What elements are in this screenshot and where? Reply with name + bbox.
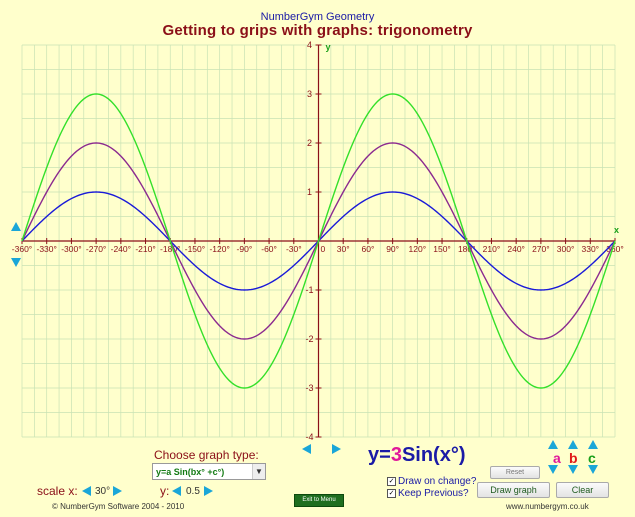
app-brand: NumberGym Geometry (260, 11, 375, 23)
x-tick-label: 30° (337, 244, 350, 254)
param-c-down-icon[interactable] (588, 465, 598, 474)
x-tick-label: 150° (433, 244, 451, 254)
x-tick-label: 240° (507, 244, 525, 254)
x-tick-label: -300° (61, 244, 81, 254)
y-tick-label: -3 (305, 383, 313, 393)
exit-to-menu-button[interactable]: Exit to Menu (294, 494, 344, 507)
y-tick-label: -2 (305, 334, 313, 344)
x-tick-label: 0 (321, 244, 326, 254)
chevron-down-icon[interactable]: ▼ (252, 464, 265, 479)
y-axis-label: y (326, 42, 331, 52)
x-tick-label: 210° (483, 244, 501, 254)
param-c-label: c (588, 450, 596, 466)
reset-button[interactable]: Reset (490, 466, 540, 479)
graph-up-arrow-icon[interactable] (11, 222, 21, 231)
param-a-down-icon[interactable] (548, 465, 558, 474)
page-title: Getting to grips with graphs: trigonomet… (162, 22, 473, 39)
scale-x-decrease-icon[interactable] (82, 486, 91, 496)
graph-down-arrow-icon[interactable] (11, 258, 21, 267)
x-tick-label: 330° (581, 244, 599, 254)
param-b-down-icon[interactable] (568, 465, 578, 474)
y-tick-label: 2 (307, 138, 312, 148)
x-tick-label: -150° (185, 244, 205, 254)
equation-suffix: Sin(x°) (401, 444, 466, 466)
draw-on-change-label: Draw on change? (398, 476, 477, 487)
graph-right-arrow-icon[interactable] (332, 444, 341, 454)
checkmark-icon: ✓ (387, 488, 396, 498)
param-c-up-icon[interactable] (588, 440, 598, 449)
website-link[interactable]: www.numbergym.co.uk (506, 502, 589, 511)
graph-type-select[interactable]: y=a Sin(bx° +c°) ▼ (152, 463, 266, 480)
scale-x-increase-icon[interactable] (113, 486, 122, 496)
y-tick-label: 3 (307, 89, 312, 99)
series-line-amplitude-3 (21, 93, 616, 389)
graph-type-value: y=a Sin(bx° +c°) (156, 467, 225, 477)
copyright-text: © NumberGym Software 2004 - 2010 (52, 502, 185, 511)
x-tick-label: -330° (36, 244, 56, 254)
x-tick-label: 300° (557, 244, 575, 254)
y-tick-label: -4 (305, 432, 313, 442)
param-a-up-icon[interactable] (548, 440, 558, 449)
clear-button[interactable]: Clear (556, 482, 609, 498)
scale-x-label: scale x: (37, 484, 78, 498)
x-tick-label: 120° (409, 244, 427, 254)
x-tick-label: -270° (86, 244, 106, 254)
x-tick-label: -180° (160, 244, 180, 254)
param-a-label: a (553, 450, 561, 466)
keep-previous-checkbox[interactable]: ✓ Keep Previous? (387, 488, 469, 499)
y-tick-label: -1 (305, 285, 313, 295)
scale-y-decrease-icon[interactable] (172, 486, 181, 496)
x-tick-label: -360° (12, 244, 32, 254)
x-tick-label: -60° (261, 244, 277, 254)
x-tick-label: 60° (361, 244, 374, 254)
scale-x-value: 30° (95, 486, 111, 497)
y-tick-label: 4 (307, 40, 312, 50)
equation-prefix: y= (368, 444, 391, 466)
x-tick-label: 180° (458, 244, 476, 254)
scale-y-label: y: (160, 484, 170, 498)
keep-previous-label: Keep Previous? (398, 488, 469, 499)
equation-a-value: 3 (390, 444, 402, 466)
x-tick-label: -120° (209, 244, 229, 254)
y-tick-label: 1 (307, 187, 312, 197)
x-tick-label: 360° (606, 244, 624, 254)
x-tick-label: -210° (135, 244, 155, 254)
x-tick-label: -30° (286, 244, 302, 254)
scale-y-value: 0.5 (186, 486, 200, 497)
series-lines (21, 93, 616, 389)
x-tick-label: -240° (111, 244, 131, 254)
checkmark-icon: ✓ (387, 476, 396, 486)
choose-graph-type-label: Choose graph type: (154, 448, 259, 462)
param-b-up-icon[interactable] (568, 440, 578, 449)
axis-ticks: -360° -330° -300° -270° -240° -210° -180° -150°… (12, 40, 624, 442)
param-b-label: b (569, 450, 578, 466)
x-axis-label: x (614, 225, 619, 235)
scale-y-increase-icon[interactable] (204, 486, 213, 496)
draw-on-change-checkbox[interactable]: ✓ Draw on change? (387, 476, 476, 487)
x-tick-label: 270° (532, 244, 550, 254)
x-tick-label: 90° (386, 244, 399, 254)
graph-left-arrow-icon[interactable] (302, 444, 311, 454)
draw-graph-button[interactable]: Draw graph (477, 482, 550, 498)
x-tick-label: -90° (237, 244, 253, 254)
equation-display: y=3Sin(x°) (368, 444, 466, 467)
